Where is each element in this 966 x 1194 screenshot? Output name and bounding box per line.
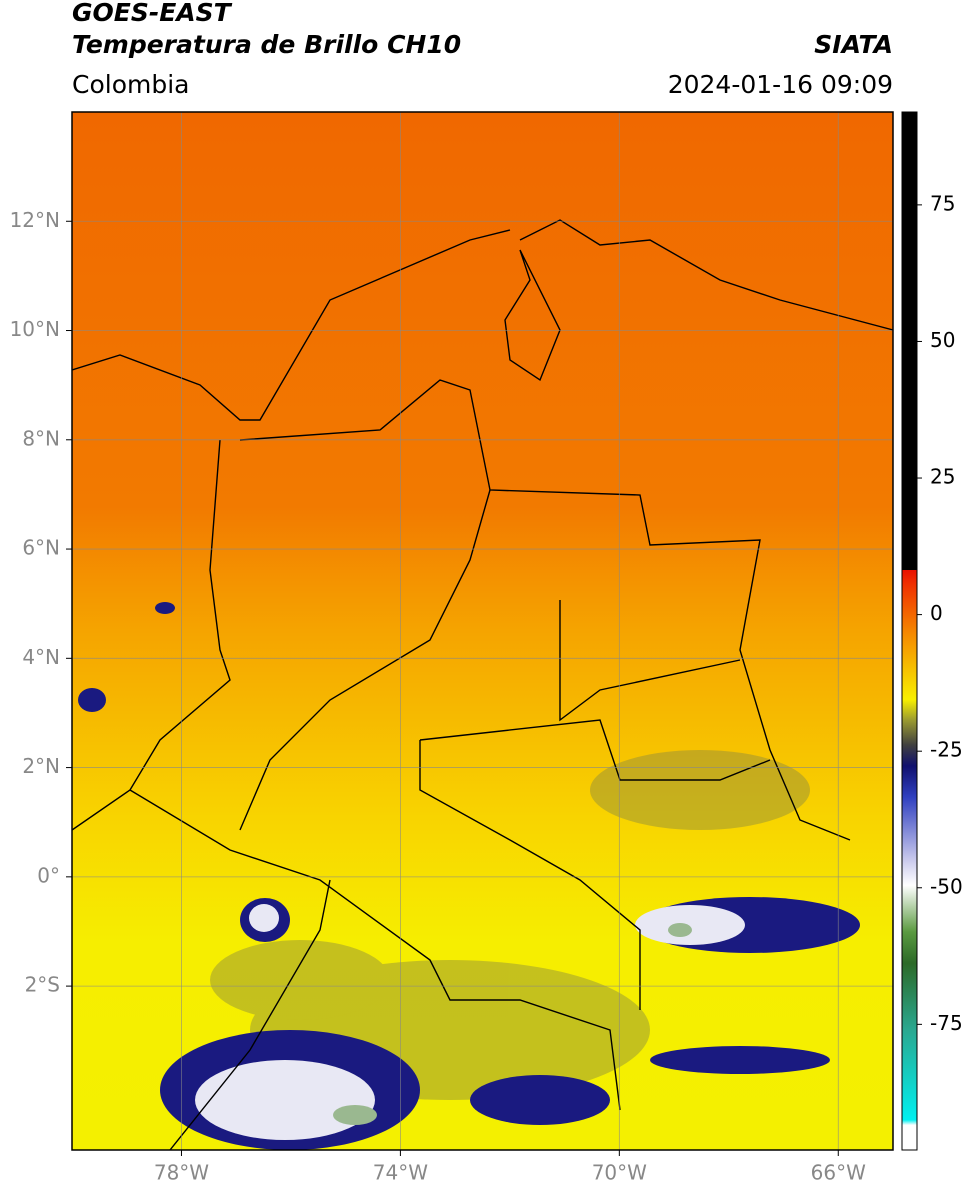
colorbar-tick-label: 0 [930,601,943,625]
datetime: 2024-01-16 09:09 [668,70,893,99]
x-tick-label: 66°W [811,1161,866,1185]
colorbar-tick-label: 50 [930,328,955,352]
region: Colombia [72,70,189,99]
colorbar-tick-label: -25 [930,738,963,762]
y-tick-label: 8°N [22,426,60,450]
graticule [72,112,893,1150]
colorbar [901,111,918,1151]
colorbar-tick-label: 75 [930,191,955,215]
y-tick-label: 6°N [22,536,60,560]
source: SIATA [814,30,893,59]
y-tick-label: 4°N [22,645,60,669]
colorbar-tick-label: 25 [930,465,955,489]
colorbar-tick-label: -75 [930,1011,963,1035]
y-tick-label: 10°N [10,317,60,341]
x-tick-label: 74°W [373,1161,428,1185]
x-tick-label: 70°W [592,1161,647,1185]
x-tick-label: 78°W [154,1161,209,1185]
imagery [72,112,893,1150]
map-frame [71,111,894,1151]
subtitle: Temperatura de Brillo CH10 [72,30,461,59]
y-tick-label: 2°S [25,973,60,997]
y-tick-label: 0° [37,863,60,887]
y-tick-label: 2°N [22,754,60,778]
title: GOES-EAST [72,0,233,27]
y-tick-label: 12°N [10,208,60,232]
colorbar-tick-label: -50 [930,874,963,898]
